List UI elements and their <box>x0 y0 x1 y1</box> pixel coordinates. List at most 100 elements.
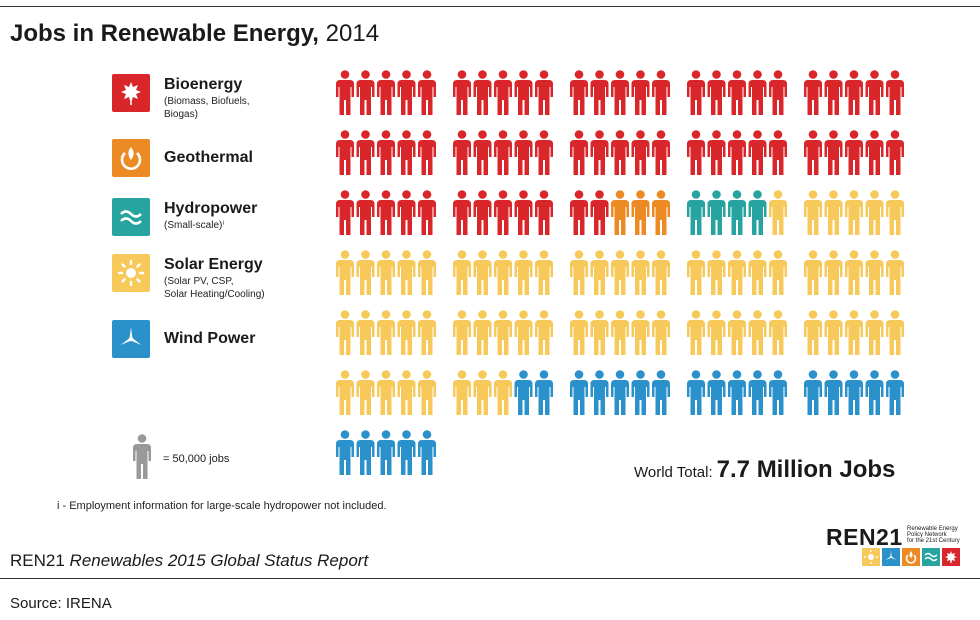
person-icon-mark <box>336 310 354 355</box>
person-icon-mark <box>687 70 705 115</box>
person-icon-mark <box>687 310 705 355</box>
person-icon-mark <box>886 250 904 295</box>
person-icon-mark <box>570 130 588 175</box>
person-icon-mark <box>535 370 553 415</box>
person-icon-mark <box>535 70 553 115</box>
person-icon-mark <box>769 70 787 115</box>
person-icon-mark <box>707 250 726 295</box>
ren21-logo-text: REN21 <box>826 524 903 550</box>
person-icon-mark <box>687 370 705 415</box>
person-icon-mark <box>707 310 726 355</box>
person-icon-mark <box>418 250 436 295</box>
ren21-logo-tagline: Renewable Energy Policy Network for the … <box>907 526 960 544</box>
person-icon-mark <box>535 250 553 295</box>
person-icon-mark <box>514 190 533 235</box>
report-citation: REN21 Renewables 2015 Global Status Repo… <box>10 551 368 571</box>
person-icon-mark <box>494 70 512 115</box>
person-icon-mark <box>824 190 843 235</box>
source-note: Source: IRENA <box>10 595 112 612</box>
person-icon-mark <box>845 190 863 235</box>
person-icon-mark <box>356 250 375 295</box>
person-icon-mark <box>748 130 767 175</box>
person-icon-mark <box>652 250 670 295</box>
person-icon-mark <box>804 130 822 175</box>
person-icon-mark <box>611 190 629 235</box>
person-icon-mark <box>377 250 395 295</box>
person-icon-mark <box>535 130 553 175</box>
person-icon-mark <box>535 190 553 235</box>
person-icon-mark <box>652 370 670 415</box>
legend-label: Hydropower <box>164 200 258 217</box>
person-icon-mark <box>886 190 904 235</box>
unit-key-label: = 50,000 jobs <box>163 453 230 465</box>
person-icon-mark <box>824 70 843 115</box>
person-icon-mark <box>397 430 416 475</box>
person-icon-mark <box>418 430 436 475</box>
person-icon-mark <box>377 430 395 475</box>
person-icon-mark <box>590 310 609 355</box>
person-icon-mark <box>865 370 884 415</box>
person-icon-mark <box>824 370 843 415</box>
person-icon-mark <box>886 370 904 415</box>
person-icon-mark <box>590 70 609 115</box>
unit-key-person-icon <box>133 434 151 479</box>
person-icon-mark <box>865 250 884 295</box>
person-icon-mark <box>707 190 726 235</box>
pictogram-grid <box>336 70 904 475</box>
person-icon-mark <box>845 310 863 355</box>
person-icon-mark <box>804 310 822 355</box>
chart-title-year: 2014 <box>318 20 380 47</box>
logo-sun-icon <box>862 548 880 566</box>
person-icon-mark <box>473 70 492 115</box>
person-icon-mark <box>570 70 588 115</box>
person-icon-mark <box>473 130 492 175</box>
person-icon-mark <box>886 70 904 115</box>
person-icon-mark <box>687 250 705 295</box>
person-icon-mark <box>631 310 650 355</box>
person-icon-mark <box>652 310 670 355</box>
person-icon-mark <box>748 310 767 355</box>
person-icon-mark <box>336 430 354 475</box>
person-icon-mark <box>611 70 629 115</box>
person-icon-mark <box>590 190 609 235</box>
person-icon-mark <box>631 370 650 415</box>
person-icon-mark <box>845 250 863 295</box>
person-icon-mark <box>473 190 492 235</box>
person-icon-mark <box>356 310 375 355</box>
person-icon-mark <box>494 130 512 175</box>
geothermal-icon <box>112 139 150 177</box>
person-icon-mark <box>453 310 471 355</box>
person-icon-mark <box>886 130 904 175</box>
person-icon-mark <box>336 190 354 235</box>
person-icon-mark <box>377 190 395 235</box>
legend-sublabel: (Solar PV, CSP, Solar Heating/Cooling) <box>164 276 265 300</box>
world-total-label: World Total: <box>634 464 713 481</box>
legend-label: Geothermal <box>164 149 253 166</box>
person-icon-mark <box>473 250 492 295</box>
divider-rule <box>0 578 980 579</box>
person-icon-mark <box>473 310 492 355</box>
person-icon-mark <box>397 250 416 295</box>
person-icon-mark <box>728 190 746 235</box>
person-icon-mark <box>336 370 354 415</box>
person-icon-mark <box>494 250 512 295</box>
person-icon-mark <box>707 130 726 175</box>
person-icon-mark <box>769 250 787 295</box>
person-icon-mark <box>631 190 650 235</box>
person-icon-mark <box>804 70 822 115</box>
person-icon-mark <box>418 130 436 175</box>
unit-person-icon <box>133 434 151 479</box>
person-icon-mark <box>494 310 512 355</box>
person-icon-mark <box>514 250 533 295</box>
person-icon-mark <box>397 70 416 115</box>
person-icon-mark <box>769 130 787 175</box>
person-icon-mark <box>886 310 904 355</box>
person-icon-mark <box>377 130 395 175</box>
person-icon-mark <box>845 370 863 415</box>
legend-label: Solar Energy <box>164 256 263 273</box>
person-icon-mark <box>824 130 843 175</box>
person-icon-mark <box>611 250 629 295</box>
legend-sublabel: (Biomass, Biofuels, Biogas) <box>164 96 250 120</box>
person-icon-mark <box>652 70 670 115</box>
person-icon-mark <box>453 250 471 295</box>
